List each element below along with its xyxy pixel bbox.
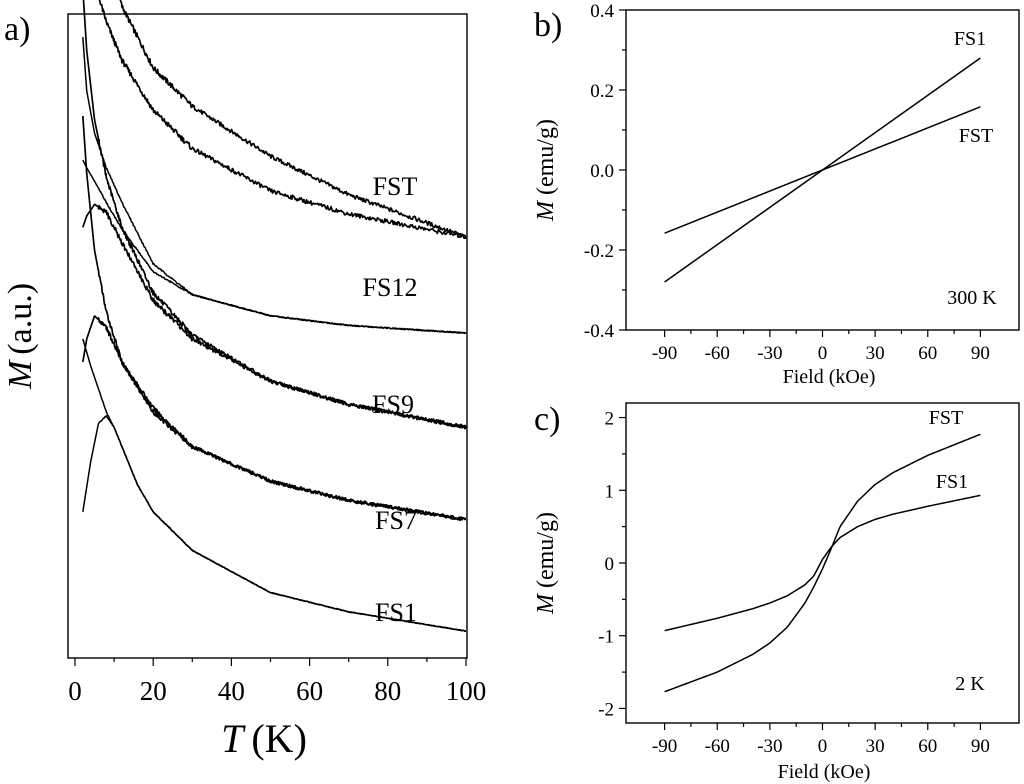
panel-c-x-axis-label: Field (kOe) [778, 761, 871, 783]
b-x-tick-label: 30 [866, 343, 885, 364]
panel-b-annotation: 300 K [947, 287, 997, 309]
c-y-tick-label: 2 [605, 409, 615, 430]
panel-c-y-axis-label: M (emu/g) [533, 512, 559, 615]
panel-a-x-ticks: 0 20 40 60 80 100 [68, 658, 486, 706]
panel-b-y-axis-symbol: M [533, 199, 559, 222]
c-series-fst [664, 433, 981, 693]
panel-c-series-labels: FST FS1 [929, 407, 968, 493]
a-series-fst-zfc [98, 0, 467, 240]
panel-a-y-axis-label: M (a.u.) [2, 283, 39, 390]
panel-a-series-labels: FST FS12 FS9 FS7 FS1 [363, 172, 418, 627]
c-x-tick-label: -60 [705, 736, 730, 757]
a-series-label-fs9: FS9 [372, 390, 414, 419]
b-series-fst [664, 106, 981, 234]
panel-a: a) 0 20 40 60 80 100 FST FS12 FS9 FS7 FS1 T (K) M (… [2, 0, 486, 761]
b-x-tick-label: -60 [705, 343, 730, 364]
panel-a-x-axis-symbol: T [221, 716, 246, 761]
c-x-tick-label: 60 [918, 736, 937, 757]
a-series-fs9-zfc [82, 203, 467, 429]
b-y-tick-label: -0.4 [584, 321, 615, 342]
a-x-tick-label: 60 [296, 676, 323, 706]
b-y-tick-label: -0.2 [584, 241, 614, 262]
panel-c-y-axis-symbol: M [533, 592, 559, 615]
a-series-fs1-zfc [82, 415, 467, 632]
c-series-fs1 [664, 494, 981, 632]
panel-c-curves [664, 433, 981, 693]
a-x-tick-label: 40 [218, 676, 245, 706]
panel-a-label: a) [4, 11, 30, 48]
panel-c-axes: -90 -60 -30 0 30 60 90 -2 -1 0 1 2 [598, 409, 990, 757]
panel-b-series-labels: FS1 FST [954, 28, 993, 147]
b-series-label-fs1: FS1 [954, 28, 986, 50]
panel-a-frame [67, 13, 468, 659]
panel-b-y-axis-unit: (emu/g) [533, 119, 559, 195]
a-x-tick-label: 20 [140, 676, 167, 706]
panel-a-x-axis-label: T (K) [221, 716, 307, 761]
panel-b: b) -90 -60 -30 0 30 60 90 -0.4 -0.2 0.0 0.2 0.4 FS1… [533, 1, 1020, 388]
a-series-label-fs12: FS12 [363, 273, 418, 302]
b-x-tick-label: 60 [918, 343, 937, 364]
b-x-tick-label: -90 [652, 343, 677, 364]
c-x-tick-label: 90 [971, 736, 990, 757]
panel-b-label: b) [534, 7, 562, 44]
c-x-tick-label: -90 [652, 736, 677, 757]
panel-a-curves [81, 0, 467, 633]
a-x-tick-label: 0 [68, 676, 82, 706]
a-series-fs7-zfc [81, 315, 467, 521]
a-series-label-fst: FST [373, 172, 418, 201]
a-series-label-fs1: FS1 [375, 598, 417, 627]
panel-b-axes: -90 -60 -30 0 30 60 90 -0.4 -0.2 0.0 0.2 0.4 [584, 1, 990, 364]
c-y-tick-label: -1 [598, 627, 614, 648]
b-x-tick-label: 0 [818, 343, 828, 364]
a-series-fs12-zfc [82, 159, 467, 335]
c-x-tick-label: 30 [866, 736, 885, 757]
panel-c-y-axis-unit: (emu/g) [533, 512, 559, 588]
panel-b-curves [664, 57, 981, 283]
b-x-tick-label: -30 [757, 343, 782, 364]
c-series-label-fs1: FS1 [936, 471, 968, 493]
a-series-fst-fc [119, 0, 467, 239]
panel-a-y-axis-unit: (a.u.) [2, 283, 39, 355]
c-series-label-fst: FST [929, 407, 963, 429]
panel-b-x-axis-label: Field (kOe) [783, 366, 876, 388]
a-series-fs9-fc [82, 0, 467, 430]
panel-c-annotation: 2 K [955, 673, 985, 695]
a-x-tick-label: 80 [374, 676, 401, 706]
panel-b-y-axis-label: M (emu/g) [533, 119, 559, 222]
a-series-label-fs7: FS7 [375, 506, 417, 535]
panel-c: c) -90 -60 -30 0 30 60 90 -2 -1 0 1 2 FST FS1 2 K Fi… [533, 401, 1020, 783]
c-y-tick-label: -2 [598, 699, 614, 720]
c-x-tick-label: -30 [757, 736, 782, 757]
c-y-tick-label: 0 [605, 554, 615, 575]
a-x-tick-label: 100 [446, 676, 487, 706]
c-x-tick-label: 0 [818, 736, 828, 757]
b-y-tick-label: 0.4 [590, 1, 614, 22]
b-y-tick-label: 0.0 [590, 161, 614, 182]
b-series-label-fst: FST [959, 125, 993, 147]
b-y-tick-label: 0.2 [590, 81, 614, 102]
b-x-tick-label: 90 [971, 343, 990, 364]
c-y-tick-label: 1 [605, 481, 615, 502]
panel-c-label: c) [534, 401, 560, 438]
panel-a-x-axis-unit: (K) [251, 716, 307, 761]
panel-a-y-axis-symbol: M [2, 359, 39, 390]
